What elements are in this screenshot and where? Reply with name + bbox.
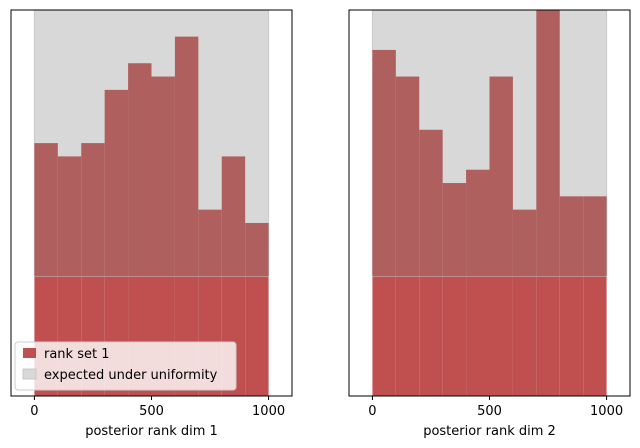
histogram-bar-overlap — [583, 196, 607, 277]
histogram-bar-overlap — [198, 209, 222, 277]
panel-dim-2: 0 500 1000 posterior rank dim 2 — [348, 9, 631, 439]
histogram-bar-overlap — [221, 156, 246, 277]
x-axis-label: posterior rank dim 1 — [85, 424, 218, 439]
histogram-bar-overlap — [34, 143, 58, 277]
histogram-bar-overlap — [442, 183, 467, 277]
histogram-bar-overlap — [419, 129, 443, 277]
histogram-bar-overlap — [489, 76, 513, 277]
histogram-bar-overlap — [104, 89, 129, 277]
panel-dim-1: 0 500 1000 posterior rank dim 1 — [10, 9, 293, 439]
legend-swatch-uniform-band — [22, 368, 37, 380]
histogram-bar-overlap — [512, 209, 537, 277]
legend-box — [14, 341, 237, 391]
histogram-bar-overlap — [81, 143, 105, 277]
x-axis-label: posterior rank dim 2 — [423, 424, 556, 439]
histogram-bar-overlap — [245, 222, 269, 277]
histogram-bar-overlap — [536, 10, 560, 277]
x-tick-label: 0 — [368, 404, 376, 419]
x-tick-label: 0 — [30, 404, 38, 419]
x-tick-label: 500 — [139, 404, 164, 419]
histogram-bar-overlap — [57, 156, 82, 277]
histogram-bar-overlap — [151, 76, 175, 277]
x-tick-label: 1000 — [252, 404, 285, 419]
legend: rank set 1 expected under uniformity — [14, 341, 237, 391]
histogram-bar-overlap — [174, 36, 199, 277]
histogram-bar-overlap — [128, 63, 152, 277]
histogram-bar-overlap — [395, 76, 420, 277]
x-tick-label: 500 — [477, 404, 502, 419]
histogram-bar-overlap — [372, 49, 396, 277]
legend-swatch-rank-set — [23, 348, 36, 358]
legend-label-rank-set: rank set 1 — [44, 347, 109, 362]
legend-label-uniform-band: expected under uniformity — [44, 368, 218, 383]
histogram-bar-overlap — [559, 196, 584, 277]
histogram-bar-overlap — [466, 169, 490, 277]
x-tick-label: 1000 — [590, 404, 623, 419]
